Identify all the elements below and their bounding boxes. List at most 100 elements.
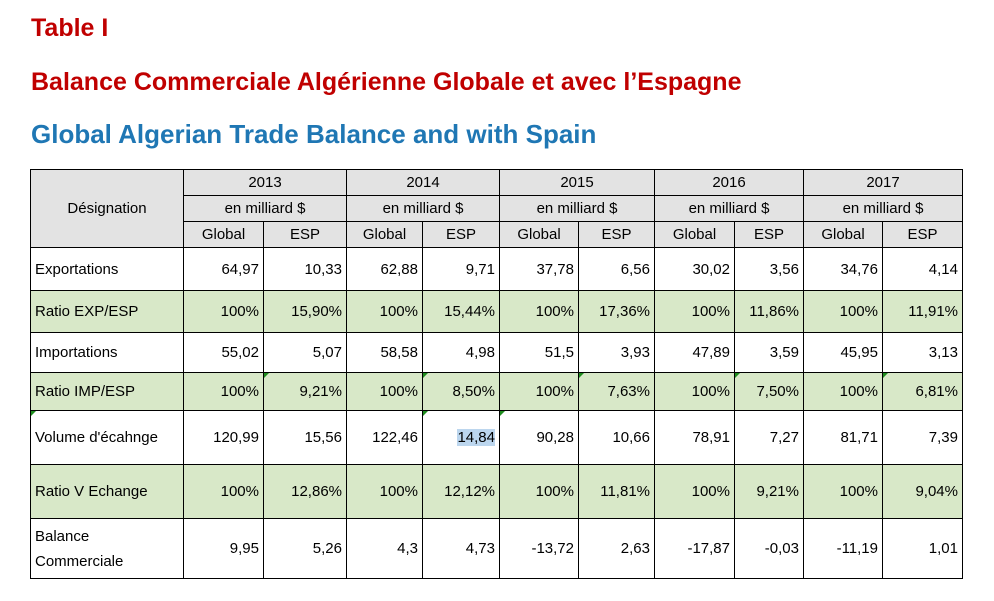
table-cell: 7,63% bbox=[578, 372, 655, 411]
table-cell: 7,27 bbox=[734, 410, 804, 465]
table-cell: 78,91 bbox=[654, 410, 735, 465]
table-cell: 10,66 bbox=[578, 410, 655, 465]
row-label: Ratio V Echange bbox=[30, 464, 184, 519]
table-cell: 100% bbox=[183, 372, 264, 411]
table-cell: 3,93 bbox=[578, 332, 655, 373]
table-cell: 3,13 bbox=[882, 332, 963, 373]
table-cell: 100% bbox=[346, 372, 423, 411]
french-title: Balance Commerciale Algérienne Globale e… bbox=[31, 68, 742, 96]
table-row-balance-commerciale: Balance Commerciale 9,95 5,26 4,3 4,73 -1… bbox=[30, 518, 963, 579]
table-cell: 81,71 bbox=[803, 410, 883, 465]
table-row-exportations: Exportations 64,97 10,33 62,88 9,71 37,7… bbox=[30, 247, 963, 291]
designation-header: Désignation bbox=[30, 169, 184, 248]
row-label-line: Commerciale bbox=[35, 552, 124, 570]
table-cell: 64,97 bbox=[183, 247, 264, 291]
esp-header: ESP bbox=[882, 221, 963, 248]
table-cell: 15,56 bbox=[263, 410, 347, 465]
table-cell: 90,28 bbox=[499, 410, 579, 465]
year-header: 2017 bbox=[803, 169, 963, 196]
esp-header: ESP bbox=[263, 221, 347, 248]
header-row-columns: Global ESP Global ESP Global ESP Global … bbox=[31, 221, 963, 248]
table-cell: 100% bbox=[183, 464, 264, 519]
row-label: Volume d'écahnge bbox=[30, 410, 184, 465]
header-row-units: en milliard $ en milliard $ en milliard … bbox=[31, 195, 963, 222]
table-cell-selected[interactable]: 14,84 bbox=[422, 410, 500, 465]
table-row-volume-echange: Volume d'écahnge 120,99 15,56 122,46 14,… bbox=[30, 410, 963, 465]
table-row-importations: Importations 55,02 5,07 58,58 4,98 51,5 … bbox=[30, 332, 963, 373]
table-cell: 4,14 bbox=[882, 247, 963, 291]
year-header: 2016 bbox=[654, 169, 804, 196]
global-header: Global bbox=[803, 221, 883, 248]
table-cell: 37,78 bbox=[499, 247, 579, 291]
row-label: Importations bbox=[30, 332, 184, 373]
esp-header: ESP bbox=[422, 221, 500, 248]
table-cell: 100% bbox=[654, 290, 735, 333]
unit-header: en milliard $ bbox=[654, 195, 804, 222]
table-cell: 15,44% bbox=[422, 290, 500, 333]
unit-header: en milliard $ bbox=[499, 195, 655, 222]
table-cell: 9,04% bbox=[882, 464, 963, 519]
table-cell: 9,71 bbox=[422, 247, 500, 291]
table-cell: 100% bbox=[654, 372, 735, 411]
table-cell: 4,73 bbox=[422, 518, 500, 579]
esp-header: ESP bbox=[578, 221, 655, 248]
table-cell: 6,81% bbox=[882, 372, 963, 411]
table-cell: 5,26 bbox=[263, 518, 347, 579]
table-cell: 9,21% bbox=[263, 372, 347, 411]
table-cell: 17,36% bbox=[578, 290, 655, 333]
table-row-ratio-v-echange: Ratio V Echange 100% 12,86% 100% 12,12% … bbox=[30, 464, 963, 519]
table-cell: 15,90% bbox=[263, 290, 347, 333]
table-cell: 5,07 bbox=[263, 332, 347, 373]
table-cell: 1,01 bbox=[882, 518, 963, 579]
year-header: 2013 bbox=[183, 169, 347, 196]
table-cell: 100% bbox=[654, 464, 735, 519]
esp-header: ESP bbox=[734, 221, 804, 248]
table-cell: 10,33 bbox=[263, 247, 347, 291]
global-header: Global bbox=[654, 221, 735, 248]
table-cell: 100% bbox=[803, 464, 883, 519]
row-label-line: Balance bbox=[35, 527, 90, 545]
table-cell: 12,86% bbox=[263, 464, 347, 519]
english-title: Global Algerian Trade Balance and with S… bbox=[31, 119, 597, 149]
table-cell: 12,12% bbox=[422, 464, 500, 519]
table-cell: -0,03 bbox=[734, 518, 804, 579]
table-cell: 30,02 bbox=[654, 247, 735, 291]
header-row-years: Désignation 2013 2014 2015 2016 2017 bbox=[30, 169, 963, 248]
table-row-ratio-imp: Ratio IMP/ESP 100% 9,21% 100% 8,50% 100%… bbox=[30, 372, 963, 411]
selection-highlight: 14,84 bbox=[457, 429, 495, 446]
table-cell: 55,02 bbox=[183, 332, 264, 373]
table-cell: 100% bbox=[803, 290, 883, 333]
table-cell: 9,95 bbox=[183, 518, 264, 579]
global-header: Global bbox=[499, 221, 579, 248]
table-cell: 34,76 bbox=[803, 247, 883, 291]
year-header: 2015 bbox=[499, 169, 655, 196]
table-cell: 58,58 bbox=[346, 332, 423, 373]
table-cell: 9,21% bbox=[734, 464, 804, 519]
table-number-title: Table I bbox=[31, 14, 109, 42]
table-cell: -11,19 bbox=[803, 518, 883, 579]
table-cell: 100% bbox=[499, 372, 579, 411]
table-cell: 100% bbox=[346, 464, 423, 519]
table-cell: 6,56 bbox=[578, 247, 655, 291]
table-cell: 120,99 bbox=[183, 410, 264, 465]
unit-header: en milliard $ bbox=[183, 195, 347, 222]
table-cell: -17,87 bbox=[654, 518, 735, 579]
global-header: Global bbox=[346, 221, 423, 248]
table-cell: 3,56 bbox=[734, 247, 804, 291]
row-label: Ratio IMP/ESP bbox=[30, 372, 184, 411]
table-cell: 7,39 bbox=[882, 410, 963, 465]
table-cell: 3,59 bbox=[734, 332, 804, 373]
table-row-ratio-exp: Ratio EXP/ESP 100% 15,90% 100% 15,44% 10… bbox=[30, 290, 963, 333]
table-cell: 100% bbox=[346, 290, 423, 333]
table-cell: 11,86% bbox=[734, 290, 804, 333]
trade-balance-table: Désignation 2013 2014 2015 2016 2017 en … bbox=[30, 169, 963, 579]
table-cell: 4,98 bbox=[422, 332, 500, 373]
table-cell: 122,46 bbox=[346, 410, 423, 465]
row-label: Exportations bbox=[30, 247, 184, 291]
unit-header: en milliard $ bbox=[803, 195, 963, 222]
table-cell: 2,63 bbox=[578, 518, 655, 579]
table-cell: 62,88 bbox=[346, 247, 423, 291]
table-cell: 100% bbox=[499, 290, 579, 333]
table-cell: 100% bbox=[499, 464, 579, 519]
table-cell: 47,89 bbox=[654, 332, 735, 373]
